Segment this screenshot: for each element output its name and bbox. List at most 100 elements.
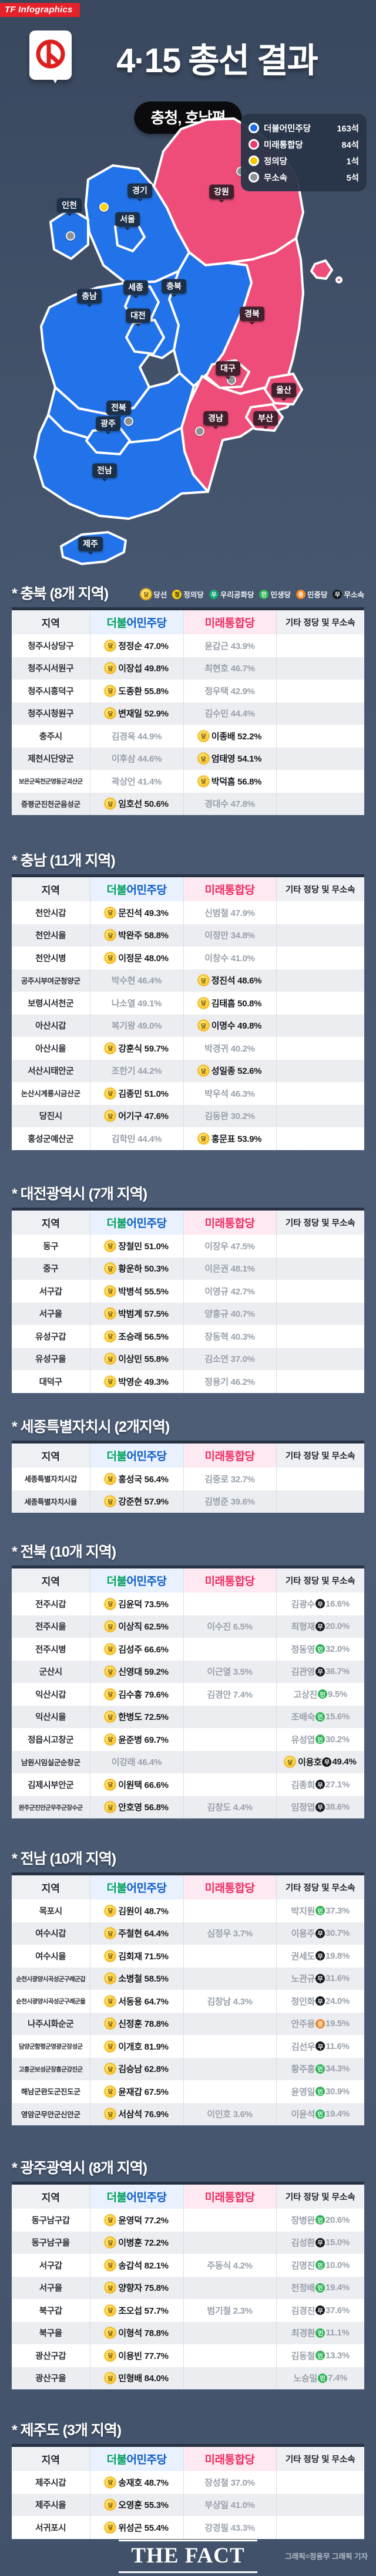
elected-badge: 당	[105, 1621, 116, 1632]
loser: 김수민 44.4%	[204, 709, 255, 719]
elected-badge: 당	[105, 2476, 116, 2488]
elected-badge: 당	[140, 589, 152, 600]
loser: 이장우 47.5%	[204, 1241, 255, 1252]
region-cell: 남원시임실군순창군	[12, 1751, 90, 1774]
legend-party-name: 미래통합당	[264, 140, 303, 150]
badge-legend-item: 민 민생당	[258, 589, 291, 600]
candidate-cell: 경대수 47.8%	[183, 792, 276, 815]
map-label: 울산	[271, 383, 296, 401]
badge-legend-label: 정의당	[183, 591, 204, 599]
etc-cell	[276, 680, 364, 702]
candidate-cell: 당 엄태영 54.1%	[183, 747, 276, 770]
region-name: 완주군진안군무주군장수군	[18, 1804, 83, 1811]
region-cell: 증평군진천군음성군	[12, 793, 90, 816]
header-row: 지역 더불어민주당 미래통합당 기타 정당 및 무소속	[12, 1874, 364, 1899]
loser: 박경귀 40.2%	[204, 1043, 255, 1054]
candidate-cell: 최현호 46.7%	[183, 657, 276, 680]
party-chip: 무	[315, 1973, 325, 1983]
table-row: 서산시태안군 조한기 44.2% 당 성일종 52.6%	[12, 1059, 364, 1082]
region-cell: 제주시갑	[12, 2471, 90, 2494]
candidate-cell: 당 이상직 62.5%	[89, 1615, 183, 1638]
party-color-dot	[249, 155, 259, 166]
party-chip: 민	[315, 1712, 325, 1722]
etc-cell	[276, 992, 364, 1015]
etc-cell: 유성엽 민 30.2%	[276, 1728, 364, 1751]
dp-logo-blue: 어민주당	[126, 1218, 167, 1230]
winner: 당 김수흥 79.6%	[105, 1688, 169, 1701]
elected-badge: 당	[105, 2521, 116, 2533]
candidate-cell: 김학민 44.4%	[89, 1127, 183, 1150]
region-name: 중구	[43, 1265, 59, 1275]
table-row: 아산시을 당 강훈식 59.7% 박경귀 40.2%	[12, 1037, 364, 1060]
region-name: 여수시갑	[35, 1929, 66, 1939]
etc-cell	[276, 1059, 364, 1082]
etc-cell: 김성환 무 15.0%	[276, 2231, 364, 2254]
region-cell: 김제시부안군	[12, 1773, 90, 1796]
region-section-jeonbuk: * 전북 (10개 지역) 지역 더불어민주당 미래통합당 기타 정당 및 무소속 전주시…	[12, 1543, 364, 1818]
table-row: 공주시부여군청양군 박수현 46.4% 당 정진석 48.6%	[12, 969, 364, 992]
table-row: 전주시갑 당 김윤덕 73.5% 김광수 무 16.6%	[12, 1593, 364, 1615]
region-name: 유성구을	[35, 1355, 66, 1365]
region-cell: 영암군무안군신안군	[12, 2103, 90, 2126]
dp-logo-green: 더불	[106, 617, 127, 630]
candidate-cell: 당 조오섭 57.7%	[89, 2299, 183, 2322]
loser: 김관영 무 36.7%	[291, 1666, 350, 1678]
loser: 이윤석 민 19.4%	[291, 2109, 350, 2120]
candidate-cell	[183, 2321, 276, 2344]
table-body: 제주시갑 당 송재호 48.7% 장성철 37.0% 제주시을 당 오영훈 55.3% 부상일…	[12, 2471, 364, 2539]
loser: 박수현 46.4%	[111, 976, 162, 986]
winner: 당 김원이 48.7%	[105, 1905, 169, 1917]
table-row: 광산구을 당 민형배 84.0% 노승일 민 7.4%	[12, 2367, 364, 2389]
badge-legend-label: 당선	[153, 591, 167, 599]
candidate-cell: 김동완 30.2%	[183, 1104, 276, 1127]
winner: 당 김윤덕 73.5%	[105, 1598, 169, 1610]
region-cell: 서구을	[12, 2277, 90, 2300]
candidate-cell: 당 신정훈 78.8%	[89, 2012, 183, 2035]
candidate-cell: 박경귀 40.2%	[183, 1037, 276, 1060]
col-region: 지역	[12, 1567, 90, 1593]
region-cell: 전주시을	[12, 1615, 90, 1638]
party-chip: 민	[315, 2087, 325, 2097]
etc-cell: 이윤석 민 19.4%	[276, 2102, 364, 2125]
dp-logo-blue: 어민주당	[126, 1451, 167, 1463]
winner: 당 김성주 66.6%	[105, 1643, 169, 1655]
elected-badge: 당	[197, 997, 209, 1009]
loser: 김경진 무 37.6%	[291, 2305, 350, 2316]
party-chip: 정	[172, 589, 182, 599]
loser: 김창도 4.4%	[207, 1803, 253, 1813]
col-region: 지역	[12, 1209, 90, 1235]
dp-logo-green: 더불	[106, 1218, 127, 1230]
loser: 이근열 3.5%	[207, 1667, 253, 1678]
candidate-cell: 장동혁 40.3%	[183, 1325, 276, 1348]
loser: 범기철 2.3%	[207, 2305, 253, 2316]
candidate-cell: 당 박덕흠 56.8%	[183, 770, 276, 793]
region-cell: 순천시광양시곡성군구례군을	[12, 1990, 90, 2013]
badge-legend-item: 당 당선	[140, 589, 167, 600]
table-row: 증평군진천군음성군 당 임호선 50.6% 경대수 47.8%	[12, 792, 364, 816]
candidate-cell: 당 어기구 47.6%	[89, 1104, 183, 1127]
table-row: 홍성군예산군 김학민 44.4% 당 홍문표 53.9%	[12, 1127, 364, 1150]
loser: 유성엽 민 30.2%	[291, 1734, 350, 1745]
region-section-sejong: * 세종특별자치시 (2개지역) 지역 더불어민주당 미래통합당 기타 정당 및 무소속…	[12, 1418, 364, 1513]
winner: 당 홍문표 53.9%	[197, 1133, 262, 1145]
candidate-cell: 당 안호영 56.8%	[89, 1796, 183, 1818]
elected-badge: 당	[105, 1779, 116, 1790]
table-row: 제주시을 당 오영훈 55.3% 부상일 41.0%	[12, 2493, 364, 2516]
elected-badge: 당	[105, 2108, 116, 2120]
elected-badge: 당	[105, 952, 116, 964]
candidate-cell: 당 이정문 48.0%	[89, 946, 183, 969]
candidate-cell: 김소연 37.0%	[183, 1347, 276, 1370]
col-region: 지역	[12, 2183, 90, 2209]
candidate-cell	[183, 2057, 276, 2080]
region-name: 아산시갑	[35, 1022, 66, 1032]
table-row: 순천시광양시곡성군구례군을 당 서동용 64.7% 김창남 4.3% 정인화 무 24.0%	[12, 1990, 364, 2013]
candidate-cell: 이장우 47.5%	[183, 1235, 276, 1257]
table-row: 나주시화순군 당 신정훈 78.8% 안주용 중 19.5%	[12, 2012, 364, 2035]
region-name: 서산시태안군	[28, 1067, 74, 1077]
region-cell: 충주시	[12, 725, 90, 748]
party-chip: 민	[259, 589, 269, 599]
loser: 김창남 4.3%	[207, 1996, 253, 2007]
table-body: 세종특별자치시갑 당 홍성국 56.4% 김중로 32.7% 세종특별자치시을 당 강준현 …	[12, 1468, 364, 1513]
header-row: 지역 더불어민주당 미래통합당 기타 정당 및 무소속	[12, 2183, 364, 2209]
region-cell: 논산시계룡시금산군	[12, 1082, 90, 1105]
